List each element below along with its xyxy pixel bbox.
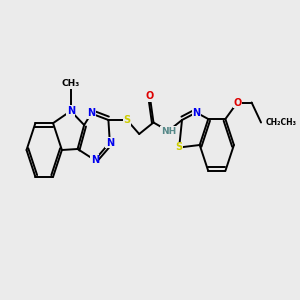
Text: N: N	[87, 109, 95, 118]
Text: CH₂CH₃: CH₂CH₃	[265, 118, 296, 127]
Text: CH₃: CH₃	[61, 79, 80, 88]
Text: NH: NH	[161, 127, 176, 136]
Text: N: N	[67, 106, 75, 116]
Text: O: O	[146, 91, 154, 101]
Text: N: N	[91, 155, 99, 165]
Text: N: N	[192, 107, 200, 118]
Text: S: S	[176, 142, 183, 152]
Text: O: O	[233, 98, 242, 107]
Text: S: S	[123, 115, 130, 125]
Text: N: N	[106, 137, 114, 148]
